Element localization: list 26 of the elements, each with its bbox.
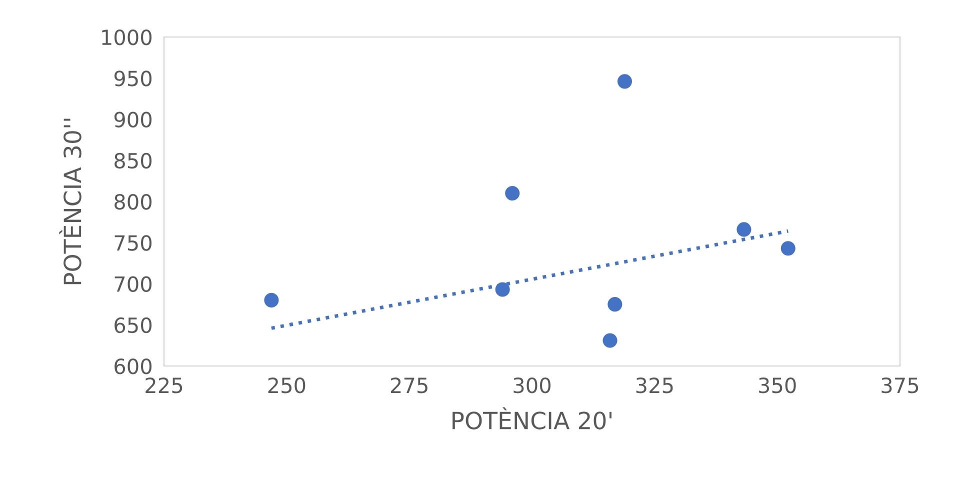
point [608, 297, 622, 312]
y-tick-label: 950 [114, 70, 152, 86]
point [736, 222, 752, 237]
y-tick-label: 900 [114, 112, 152, 128]
point [505, 186, 520, 201]
y-tick-label: 1000 [102, 29, 152, 46]
point [602, 333, 618, 348]
y-tick-label: 600 [114, 358, 152, 374]
x-tick-label: 350 [759, 377, 796, 394]
y-tick-label: 650 [114, 317, 152, 334]
y-tick-label: 750 [114, 235, 152, 251]
x-tick-label: 250 [268, 377, 306, 394]
point [495, 282, 510, 297]
y-tick-label: 850 [114, 152, 152, 169]
x-tick-label: 275 [390, 377, 428, 394]
y-axis-title: POTÈNCIA 30'' [59, 118, 82, 284]
x-tick-label: 325 [636, 377, 673, 394]
y-tick-label: 800 [114, 194, 152, 210]
point [780, 241, 796, 256]
x-tick-label: 225 [146, 377, 182, 394]
x-axis-title: POTÈNCIA 20' [452, 407, 612, 430]
x-tick-label: 300 [514, 377, 550, 394]
point [617, 74, 632, 89]
point [264, 292, 279, 308]
y-tick-label: 700 [114, 276, 152, 292]
x-tick-label: 375 [882, 377, 918, 394]
